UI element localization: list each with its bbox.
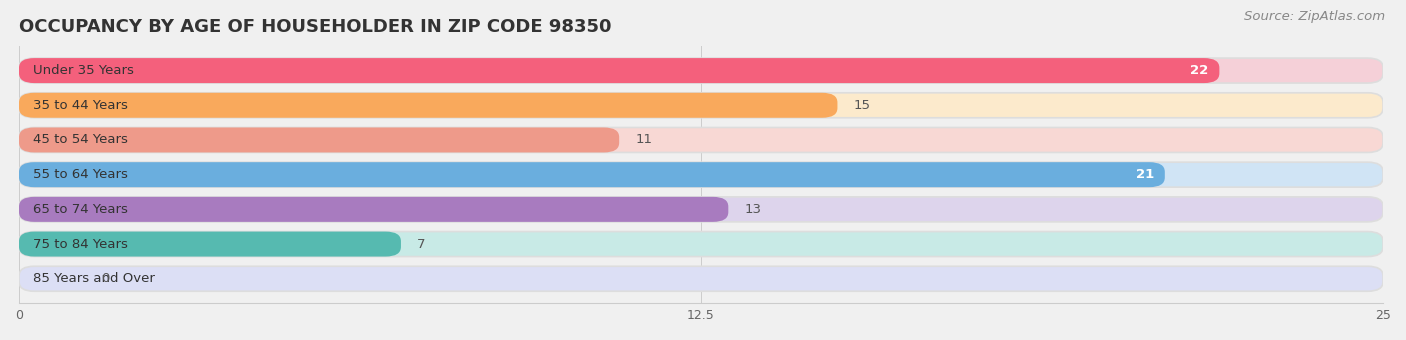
FancyBboxPatch shape [20,162,1384,187]
FancyBboxPatch shape [20,58,1384,83]
Text: 35 to 44 Years: 35 to 44 Years [32,99,128,112]
Text: 75 to 84 Years: 75 to 84 Years [32,238,128,251]
FancyBboxPatch shape [20,128,1384,152]
FancyBboxPatch shape [20,58,1219,83]
Text: OCCUPANCY BY AGE OF HOUSEHOLDER IN ZIP CODE 98350: OCCUPANCY BY AGE OF HOUSEHOLDER IN ZIP C… [20,18,612,36]
FancyBboxPatch shape [20,93,838,118]
Text: 22: 22 [1191,64,1209,77]
FancyBboxPatch shape [20,197,1384,222]
FancyBboxPatch shape [20,232,401,257]
FancyBboxPatch shape [20,128,619,152]
FancyBboxPatch shape [20,162,1164,187]
FancyBboxPatch shape [20,93,1384,118]
Text: 13: 13 [745,203,762,216]
Text: 15: 15 [853,99,870,112]
Text: 7: 7 [418,238,426,251]
FancyBboxPatch shape [20,266,1384,291]
Text: 85 Years and Over: 85 Years and Over [32,272,155,285]
Text: 55 to 64 Years: 55 to 64 Years [32,168,128,181]
Text: Under 35 Years: Under 35 Years [32,64,134,77]
Text: Source: ZipAtlas.com: Source: ZipAtlas.com [1244,10,1385,23]
Text: 0: 0 [101,272,110,285]
Text: 21: 21 [1136,168,1154,181]
Text: 65 to 74 Years: 65 to 74 Years [32,203,128,216]
Text: 11: 11 [636,134,652,147]
FancyBboxPatch shape [20,232,1384,257]
FancyBboxPatch shape [20,197,728,222]
Text: 45 to 54 Years: 45 to 54 Years [32,134,128,147]
